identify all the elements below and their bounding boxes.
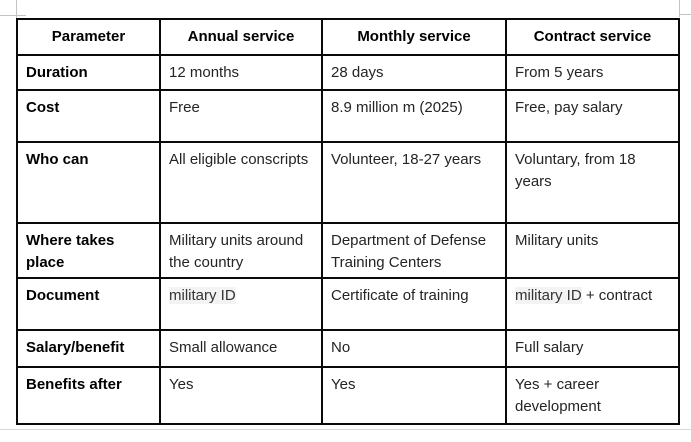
cell-benefits-monthly: Yes (321, 366, 507, 425)
row-label-salary-benefit: Salary/benefit (16, 329, 161, 368)
column-header-monthly-service: Monthly service (321, 18, 507, 56)
table-row-document: Document military ID Certificate of trai… (16, 277, 680, 331)
service-comparison-table: Parameter Annual service Monthly service… (16, 18, 680, 425)
cell-benefits-annual: Yes (159, 366, 323, 425)
row-label-who-can: Who can (16, 141, 161, 224)
row-label-where-takes-place: Where takes place (16, 222, 161, 279)
column-header-contract-service: Contract service (505, 18, 680, 56)
cell-cost-monthly: 8.9 million m (2025) (321, 89, 507, 143)
cell-cost-contract: Free, pay salary (505, 89, 680, 143)
highlighted-text-military-id: military ID (515, 287, 582, 304)
cell-cost-annual: Free (159, 89, 323, 143)
margin-rule-bottom (0, 429, 691, 430)
cell-salary-annual: Small allowance (159, 329, 323, 368)
cell-who-can-monthly: Volunteer, 18-27 years (321, 141, 507, 224)
table-row-who-can: Who can All eligible conscripts Voluntee… (16, 141, 680, 224)
highlighted-text-military-id: military ID (169, 287, 236, 304)
row-label-benefits-after: Benefits after (16, 366, 161, 425)
column-header-annual-service: Annual service (159, 18, 323, 56)
cell-text-contract-rest: + contract (581, 287, 653, 304)
cell-duration-contract: From 5 years (505, 54, 680, 91)
cell-duration-annual: 12 months (159, 54, 323, 91)
cell-who-can-contract: Voluntary, from 18 years (505, 141, 680, 224)
cell-where-monthly: Department of Defense Training Centers (321, 222, 507, 279)
table-row-cost: Cost Free 8.9 million m (2025) Free, pay… (16, 89, 680, 143)
margin-crop-mark-top-right-vertical (679, 0, 680, 17)
cell-salary-contract: Full salary (505, 329, 680, 368)
cell-salary-monthly: No (321, 329, 507, 368)
column-header-parameter: Parameter (16, 18, 161, 56)
table-row-duration: Duration 12 months 28 days From 5 years (16, 54, 680, 91)
table-row-where-takes-place: Where takes place Military units around … (16, 222, 680, 279)
row-label-document: Document (16, 277, 161, 331)
table-row-salary-benefit: Salary/benefit Small allowance No Full s… (16, 329, 680, 368)
row-label-duration: Duration (16, 54, 161, 91)
cell-document-contract: military ID + contract (505, 277, 680, 331)
table-row-benefits-after: Benefits after Yes Yes Yes + career deve… (16, 366, 680, 425)
margin-crop-mark-top-left-horizontal (0, 15, 26, 16)
cell-where-contract: Military units (505, 222, 680, 279)
cell-document-monthly: Certificate of training (321, 277, 507, 331)
row-label-cost: Cost (16, 89, 161, 143)
table-header-row: Parameter Annual service Monthly service… (16, 18, 680, 56)
cell-duration-monthly: 28 days (321, 54, 507, 91)
cell-document-annual: military ID (159, 277, 323, 331)
cell-benefits-contract: Yes + career development (505, 366, 680, 425)
margin-crop-mark-top-left-vertical (16, 0, 17, 18)
cell-where-annual: Military units around the country (159, 222, 323, 279)
margin-crop-mark-top-right-horizontal (679, 14, 691, 15)
cell-who-can-annual: All eligible conscripts (159, 141, 323, 224)
